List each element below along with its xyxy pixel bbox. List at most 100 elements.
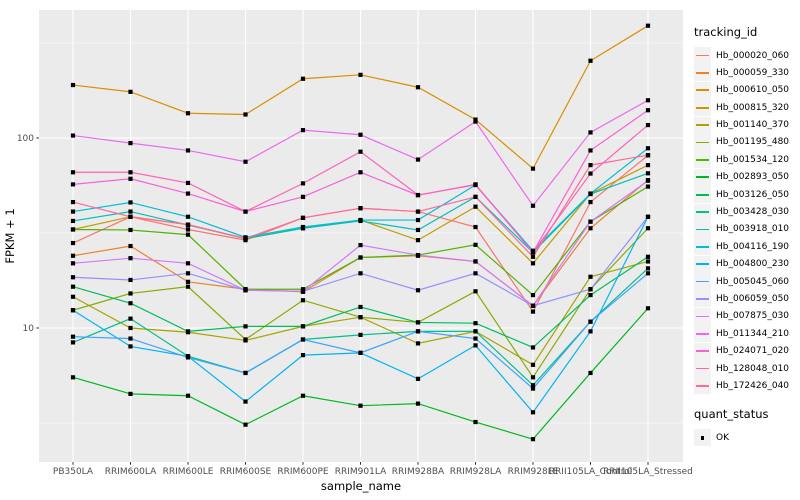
data-point-marker [70, 82, 76, 88]
data-point-marker [185, 148, 191, 153]
data-point-marker [358, 132, 363, 137]
legend-key-line-icon [696, 385, 709, 387]
data-point-marker [185, 222, 191, 227]
data-point-marker [415, 217, 421, 223]
data-point-marker [645, 152, 651, 158]
series-points-Hb_005045_060 [70, 271, 651, 391]
data-point-marker [300, 337, 306, 342]
data-point-marker [530, 309, 536, 314]
data-point-marker [588, 163, 593, 168]
data-point-marker [415, 320, 421, 325]
data-point-marker [243, 159, 248, 164]
data-point-marker [243, 422, 248, 427]
legend-key-line-icon [696, 367, 709, 370]
data-point-marker [473, 321, 478, 326]
legend-item-label: Hb_003126_050 [716, 189, 790, 200]
legend-key [694, 47, 711, 64]
data-point-marker [415, 209, 421, 214]
data-point-marker [128, 89, 133, 94]
legend-item-Hb_003126_050: Hb_003126_050 [694, 186, 798, 204]
legend-item-Hb_000059_330: Hb_000059_330 [694, 64, 798, 82]
data-point-marker [128, 277, 133, 283]
data-point-marker [185, 227, 191, 232]
legend-key-line-icon [696, 89, 709, 92]
series-points-Hb_172426_040 [70, 152, 651, 259]
data-point-marker [358, 271, 363, 276]
data-point-marker [415, 85, 421, 90]
legend-key-line-icon [696, 176, 709, 179]
series-points-Hb_003126_050 [70, 254, 651, 350]
data-point-marker [185, 261, 191, 266]
data-point-marker [185, 284, 191, 289]
data-point-marker [645, 178, 651, 183]
legend-key-line-icon [696, 159, 709, 161]
data-point-marker [645, 146, 651, 151]
legend-key-line-icon [696, 245, 709, 248]
legend-key [694, 203, 711, 221]
data-point-marker [358, 217, 363, 223]
square-point-icon [700, 436, 705, 440]
legend-key [694, 273, 711, 291]
legend-item-label: Hb_005045_060 [716, 276, 790, 287]
data-point-marker [530, 362, 536, 367]
legend-key [694, 290, 711, 308]
legend-item-Hb_001140_370: Hb_001140_370 [694, 116, 798, 134]
data-point-marker [530, 410, 536, 415]
data-point-marker [588, 199, 593, 205]
legend-item-label: Hb_006059_050 [716, 293, 790, 304]
data-point-marker [588, 292, 593, 298]
data-point-marker [128, 291, 133, 296]
data-point-marker [128, 316, 133, 321]
data-point-marker [70, 334, 76, 339]
legend-item-label: Hb_007875_030 [716, 311, 790, 322]
data-point-marker [530, 203, 536, 208]
data-point-marker [128, 214, 133, 219]
legend-item-Hb_000815_320: Hb_000815_320 [694, 99, 798, 117]
legend-item-Hb_128048_010: Hb_128048_010 [694, 360, 798, 378]
data-point-marker [588, 226, 593, 231]
legend-item-label: Hb_024071_020 [716, 346, 790, 357]
data-point-marker [128, 256, 133, 261]
data-point-marker [300, 324, 306, 329]
legend-key [694, 133, 711, 151]
legend-item-Hb_000610_050: Hb_000610_050 [694, 81, 798, 99]
legend-key [694, 360, 711, 378]
data-point-marker [185, 191, 191, 196]
data-point-marker [70, 218, 76, 224]
data-point-marker [70, 133, 76, 138]
data-point-marker [415, 401, 421, 406]
series-points-Hb_007875_030 [70, 178, 651, 308]
legend-key [694, 220, 711, 238]
data-point-marker [300, 215, 306, 220]
legend-item-label: Hb_000610_050 [716, 85, 790, 96]
data-point-marker [185, 279, 191, 284]
data-point-marker [473, 242, 478, 247]
data-point-marker [530, 292, 536, 298]
legend-item-Hb_003918_010: Hb_003918_010 [694, 220, 798, 238]
series-points-Hb_000610_050 [70, 23, 651, 171]
data-point-marker [415, 341, 421, 346]
legend-item-Hb_006059_050: Hb_006059_050 [694, 290, 798, 308]
legend-key-line-icon [696, 211, 709, 213]
data-point-marker [415, 329, 421, 334]
legend-item-label: Hb_000815_320 [716, 102, 790, 113]
data-point-marker [70, 253, 76, 258]
legend-key [694, 168, 711, 186]
data-point-marker [300, 194, 306, 199]
data-point-marker [588, 130, 593, 135]
data-point-marker [128, 170, 133, 175]
legend-key-line-icon [696, 124, 709, 126]
data-point-marker [473, 329, 478, 334]
data-point-marker [530, 254, 536, 259]
legend-key [694, 377, 711, 395]
data-point-marker [70, 308, 76, 313]
legend-item-Hb_005045_060: Hb_005045_060 [694, 273, 798, 291]
series-points-Hb_128048_010 [70, 122, 651, 255]
data-point-marker [588, 219, 593, 224]
data-point-marker [128, 243, 133, 249]
legend-item-Hb_000020_060: Hb_000020_060 [694, 47, 798, 64]
data-point-marker [185, 214, 191, 219]
x-tick-label: RRII105LA_Control [549, 467, 632, 477]
data-point-marker [70, 199, 76, 205]
data-point-marker [530, 437, 536, 442]
